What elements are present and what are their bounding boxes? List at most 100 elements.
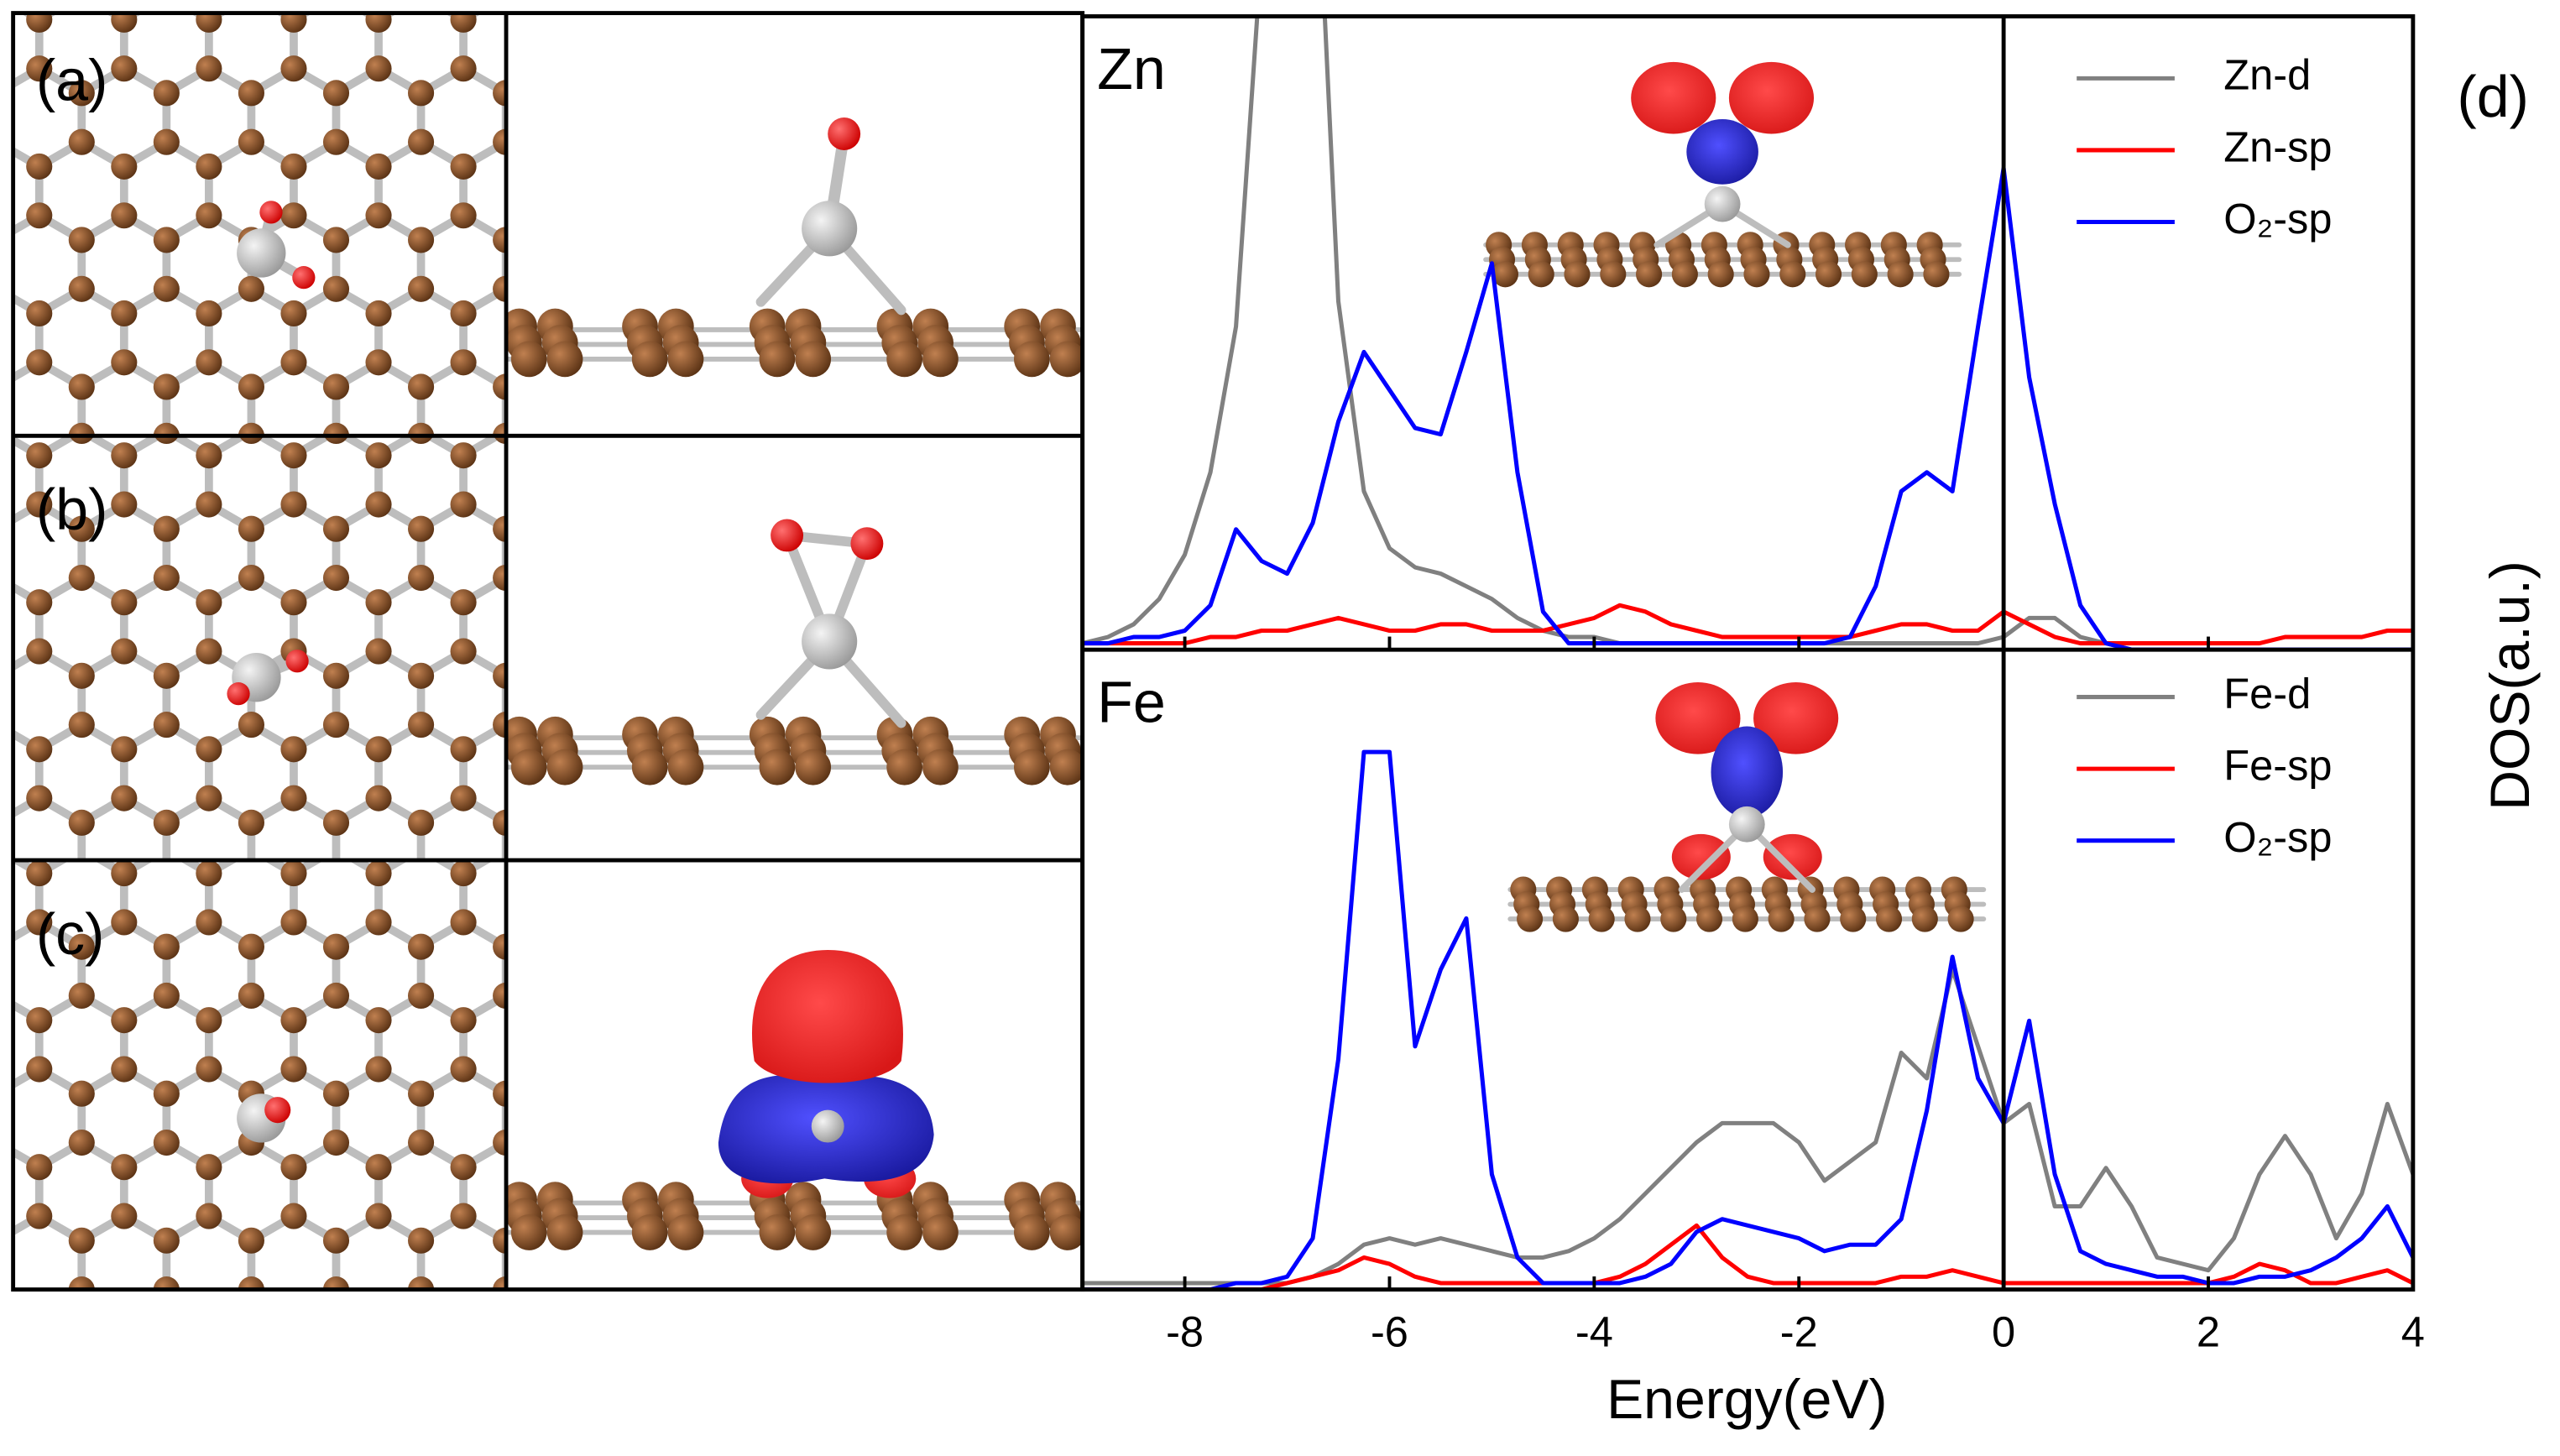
carbon-atom xyxy=(26,13,53,33)
carbon-atom xyxy=(280,300,307,327)
carbon-atom xyxy=(280,13,307,33)
carbon-atom xyxy=(450,785,477,811)
carbon-atom xyxy=(0,836,10,862)
structure-view xyxy=(506,13,1083,436)
carbon-atom xyxy=(153,422,180,436)
carbon-atom xyxy=(196,491,222,518)
carbon-atom xyxy=(365,638,392,665)
carbon-atom xyxy=(408,422,435,436)
carbon-atom xyxy=(886,341,923,378)
carbon-atom xyxy=(759,341,796,378)
carbon-atom xyxy=(153,515,180,542)
structure-panels xyxy=(0,0,1987,1456)
carbon-atom xyxy=(493,515,507,542)
carbon-atom xyxy=(238,515,264,542)
carbon-atom xyxy=(493,80,507,107)
bond xyxy=(77,1285,91,1290)
bond xyxy=(633,1290,676,1314)
carbon-atom xyxy=(546,1214,583,1250)
bond xyxy=(463,1363,506,1387)
carbon-atom xyxy=(407,515,435,542)
bond xyxy=(294,1363,337,1387)
carbon-atom xyxy=(111,1154,138,1181)
carbon-atom xyxy=(111,491,138,518)
carbon-atom xyxy=(365,1154,392,1181)
carbon-atom xyxy=(1624,905,1651,932)
carbon-atom xyxy=(365,349,392,376)
carbon-atom xyxy=(450,909,477,936)
carbon-atom xyxy=(196,736,222,763)
x-tick-label: 2 xyxy=(2197,1307,2220,1355)
legend-label: Zn-sp xyxy=(2223,123,2332,170)
dos-panel xyxy=(1082,749,2413,1290)
carbon-atom xyxy=(0,1081,10,1107)
oxygen-atom xyxy=(264,1097,291,1124)
carbon-atom xyxy=(922,749,959,785)
panel-element-label: Zn xyxy=(1097,36,1166,102)
carbon-atom xyxy=(323,0,349,8)
carbon-atom xyxy=(365,55,392,82)
legend-label: Fe-d xyxy=(2223,670,2311,718)
carbon-atom xyxy=(408,1375,434,1401)
carbon-atom xyxy=(153,933,180,960)
metal-atom xyxy=(802,201,858,257)
carbon-atom xyxy=(450,1203,477,1229)
carbon-atom xyxy=(196,1203,222,1229)
carbon-atom xyxy=(154,1375,180,1401)
carbon-atom xyxy=(510,1214,547,1250)
carbon-atom xyxy=(795,749,832,785)
carbon-atom xyxy=(493,422,507,436)
carbon-atom xyxy=(322,515,350,542)
carbon-atom xyxy=(153,227,180,253)
carbon-atom xyxy=(365,860,392,887)
carbon-atom xyxy=(667,749,704,785)
carbon-atom xyxy=(1013,1214,1050,1250)
carbon-atom xyxy=(153,80,180,107)
carbon-atom xyxy=(26,55,53,82)
carbon-atom xyxy=(493,1227,507,1254)
carbon-atom xyxy=(26,638,53,665)
carbon-atom xyxy=(407,1080,435,1107)
carbon-atom xyxy=(1875,905,1903,932)
carbon-atom xyxy=(1732,905,1758,932)
carbon-atom xyxy=(280,589,307,616)
carbon-atom xyxy=(111,1056,138,1083)
carbon-atom xyxy=(280,442,307,469)
metal-atom xyxy=(237,228,286,278)
view-background xyxy=(506,436,1083,861)
carbon-atom xyxy=(365,300,392,327)
bond xyxy=(676,1437,718,1456)
metal-atom xyxy=(802,613,858,670)
carbon-atom xyxy=(322,1129,350,1156)
bond xyxy=(166,1437,209,1456)
carbon-atom xyxy=(667,341,704,378)
plot-frame xyxy=(1080,14,2416,1292)
dos-panel xyxy=(1082,16,2413,650)
carbon-atom xyxy=(280,1203,307,1229)
carbon-atom xyxy=(0,1130,10,1156)
bond xyxy=(332,1285,345,1290)
carbon-atom xyxy=(365,13,392,33)
bond xyxy=(379,1363,421,1387)
structure-view xyxy=(506,436,1083,861)
carbon-atom xyxy=(0,810,10,836)
carbon-atom xyxy=(365,1007,392,1034)
carbon-atom xyxy=(111,153,138,180)
carbon-atom xyxy=(450,153,477,180)
carbon-atom xyxy=(407,373,435,400)
carbon-atom xyxy=(493,662,507,689)
carbon-atom xyxy=(153,809,180,836)
carbon-atom xyxy=(196,1301,222,1327)
carbon-atom xyxy=(450,736,477,763)
carbon-atom xyxy=(153,982,180,1010)
carbon-atom xyxy=(69,1375,95,1401)
carbon-atom xyxy=(26,442,53,469)
carbon-atom xyxy=(408,1276,435,1290)
carbon-atom xyxy=(407,1227,435,1254)
carbon-atom xyxy=(111,202,138,229)
carbon-atom xyxy=(620,1350,646,1376)
carbon-atom xyxy=(1947,905,1974,932)
bond xyxy=(463,1437,506,1456)
carbon-atom xyxy=(408,0,434,8)
